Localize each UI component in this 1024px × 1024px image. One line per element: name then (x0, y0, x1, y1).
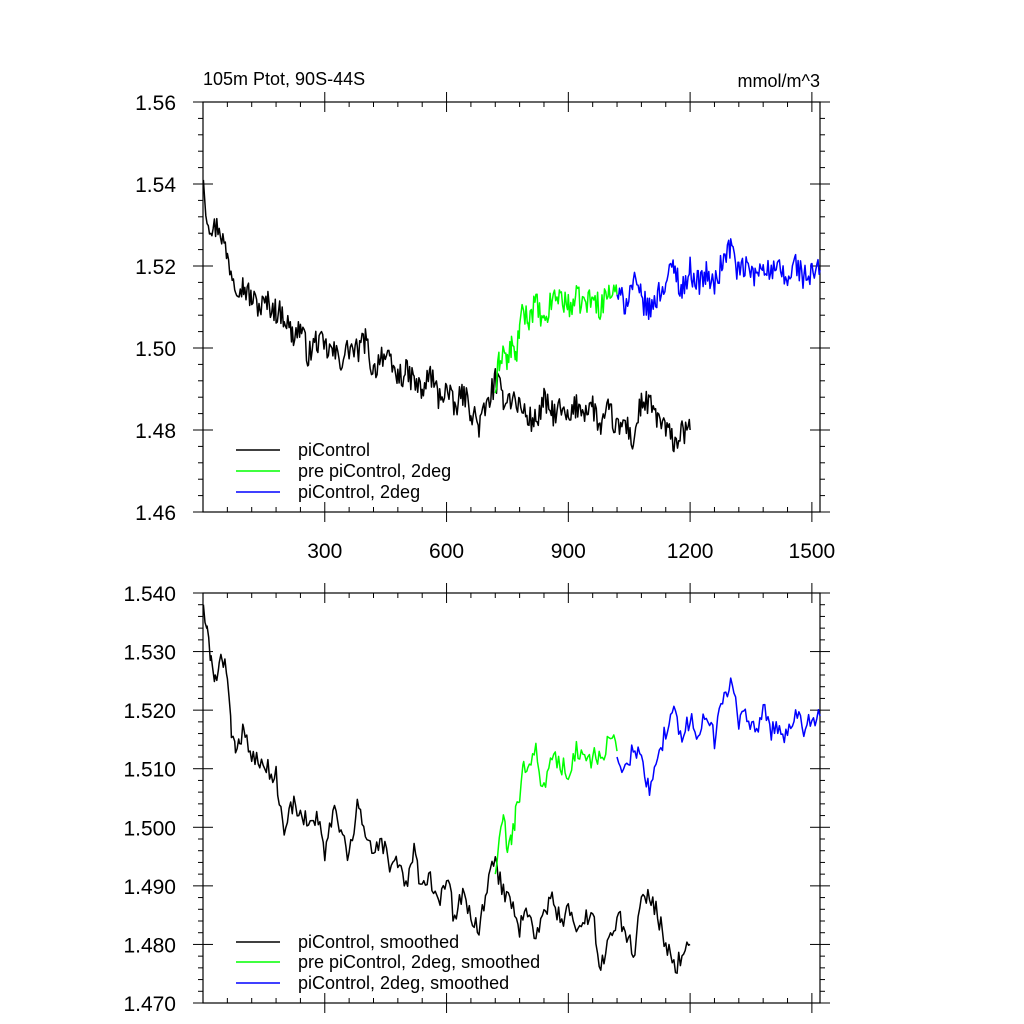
y-tick-label: 1.470 (123, 993, 176, 1016)
legend-label: piControl (298, 440, 370, 460)
series-line (494, 734, 618, 875)
y-tick-label: 1.56 (135, 92, 176, 115)
y-tick-label: 1.50 (135, 338, 176, 361)
bottom-panel: 1.470 1.480 1.490 1.500 1.510 1.520 1.530 1.540… (123, 583, 830, 1016)
series-lines (202, 604, 821, 974)
axis-ticks (193, 92, 830, 522)
top-panel: 105m Ptot, 90S-44S mmol/m^3 1.46 1.48 1.50… (135, 69, 835, 563)
legend-label: pre piControl, 2deg (298, 461, 451, 481)
y-tick-labels: 1.46 1.48 1.50 1.52 1.54 1.56 (135, 92, 176, 525)
series-lines (202, 179, 821, 453)
series-line (616, 238, 821, 321)
y-tick-label: 1.54 (135, 174, 176, 197)
chart-title: 105m Ptot, 90S-44S (203, 69, 365, 89)
x-tick-label: 600 (429, 540, 464, 563)
series-line (494, 284, 618, 394)
y-tick-label: 1.530 (123, 642, 176, 665)
plot-frame (202, 592, 821, 1004)
series-line (202, 179, 691, 453)
legend-label: piControl, 2deg (298, 482, 420, 502)
series-line (616, 677, 821, 797)
x-tick-label: 1200 (667, 540, 714, 563)
legend-label: pre piControl, 2deg, smoothed (298, 952, 540, 972)
x-tick-label: 300 (307, 540, 342, 563)
x-tick-labels: 300 600 900 1200 1500 (307, 540, 835, 563)
series-line (202, 604, 691, 974)
legend-label: piControl, smoothed (298, 932, 459, 952)
y-tick-label: 1.46 (135, 502, 176, 525)
y-tick-label: 1.48 (135, 420, 176, 443)
y-tick-labels: 1.470 1.480 1.490 1.500 1.510 1.520 1.530 1.540 (123, 583, 176, 1016)
x-tick-label: 900 (551, 540, 586, 563)
y-tick-label: 1.510 (123, 759, 176, 782)
y-tick-label: 1.52 (135, 256, 176, 279)
legend-label: piControl, 2deg, smoothed (298, 973, 509, 993)
x-tick-label: 1500 (789, 540, 836, 563)
axis-ticks (193, 583, 830, 1013)
y-tick-label: 1.520 (123, 700, 176, 723)
y-tick-label: 1.500 (123, 817, 176, 840)
units-label: mmol/m^3 (738, 71, 820, 91)
y-tick-label: 1.490 (123, 876, 176, 899)
y-tick-label: 1.480 (123, 934, 176, 957)
plot-frame (202, 101, 821, 513)
y-tick-label: 1.540 (123, 583, 176, 606)
